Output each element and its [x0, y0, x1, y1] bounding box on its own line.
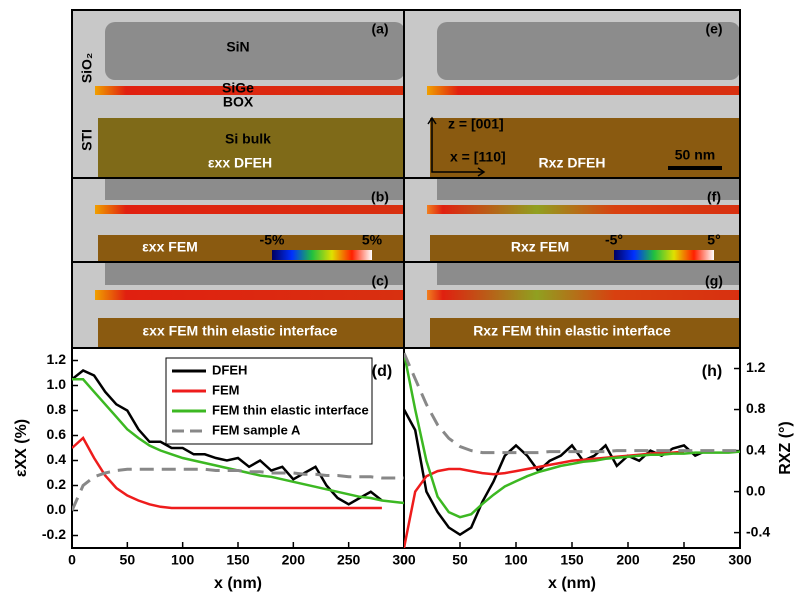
layer-label: STI [79, 129, 95, 151]
y-tick-label: 0.6 [47, 426, 67, 442]
x-tick-label: 150 [226, 552, 250, 568]
x-tick-label: 50 [452, 552, 468, 568]
x-axis-label: x (nm) [548, 575, 596, 592]
legend-label: FEM [212, 382, 239, 397]
sige-layer [95, 205, 404, 214]
panel-title: Rxz DFEH [539, 155, 606, 171]
y-tick-label: -0.4 [746, 523, 770, 539]
si-bulk [98, 118, 404, 178]
scale-label: 50 nm [675, 147, 715, 163]
colorbar [614, 250, 714, 260]
axes-arrow [431, 118, 484, 173]
colorbar-label: 5% [362, 232, 383, 248]
panel-label: (a) [371, 21, 388, 37]
direction-label: x = [110] [450, 149, 506, 165]
panel-title: εxx DFEH [208, 155, 272, 171]
panel-label: (h) [702, 363, 722, 380]
panel-label: (d) [372, 363, 392, 380]
panel-title: Rxz FEM thin elastic interface [473, 323, 671, 339]
sin-layer [437, 178, 740, 200]
series-line [404, 352, 740, 519]
series-line [72, 436, 382, 510]
sige-layer [95, 290, 404, 300]
sige-layer [427, 86, 740, 95]
legend-label: FEM thin elastic interface [212, 402, 369, 417]
y-tick-label: -0.2 [42, 526, 66, 542]
x-tick-label: 150 [560, 552, 584, 568]
series-line [72, 467, 404, 512]
panel-label: (e) [705, 21, 722, 37]
frame [71, 9, 741, 549]
legend-label: DFEH [212, 362, 247, 377]
y-tick-label: 0.0 [746, 482, 766, 498]
panel-label: (b) [371, 189, 389, 205]
arrow-head [477, 167, 486, 177]
colorbar-label: -5° [605, 232, 623, 248]
y-axis-label: εXX (%) [13, 419, 30, 477]
panel-label: (g) [705, 273, 723, 289]
series-line [404, 408, 707, 537]
sin-layer [437, 262, 740, 285]
panel-label: (c) [371, 273, 388, 289]
sige-layer [95, 86, 404, 95]
panel-title: εxx FEM thin elastic interface [143, 323, 338, 339]
y-tick-label: 0.4 [746, 441, 766, 457]
y-tick-label: 1.0 [47, 376, 67, 392]
series-line [404, 450, 685, 548]
x-tick-label: 0 [68, 552, 76, 568]
colorbar [272, 250, 372, 260]
sige-layer [427, 290, 740, 300]
x-tick-label: 200 [616, 552, 640, 568]
image-panels: (a) SiN SiO₂ SiGe BOX STI Si bulk εxx DF… [71, 9, 741, 549]
panel-title: Rxz FEM [511, 239, 569, 255]
y-tick-label: 1.2 [746, 359, 766, 375]
y-tick-label: 1.2 [47, 351, 67, 367]
x-tick-label: 200 [282, 552, 306, 568]
y-tick-label: 0.8 [746, 400, 766, 416]
layer-label: SiGe [222, 80, 254, 96]
layer-label: SiN [226, 39, 249, 55]
panel-title: εxx FEM [142, 239, 198, 255]
x-tick-label: 0 [400, 552, 408, 568]
sin-layer [437, 22, 740, 80]
x-tick-label: 300 [728, 552, 752, 568]
y-tick-label: 0.4 [47, 451, 67, 467]
direction-label: z = [001] [448, 116, 504, 132]
si-bulk [430, 318, 740, 348]
x-tick-label: 250 [337, 552, 361, 568]
y-tick-label: 0.8 [47, 401, 67, 417]
x-tick-label: 100 [504, 552, 528, 568]
y-tick-label: 0.0 [47, 501, 67, 517]
si-bulk [98, 318, 404, 348]
layer-label: SiO₂ [79, 53, 95, 83]
y-axis-label: RXZ (°) [777, 421, 794, 475]
x-tick-label: 50 [120, 552, 136, 568]
series-line [404, 352, 740, 455]
panel-label: (f) [707, 189, 721, 205]
layer-label: BOX [223, 94, 254, 110]
sin-layer [105, 178, 405, 200]
x-tick-label: 100 [171, 552, 195, 568]
y-tick-label: 0.2 [47, 476, 67, 492]
x-axis-label: x (nm) [214, 575, 262, 592]
x-tick-label: 250 [672, 552, 696, 568]
layer-label: Si bulk [225, 131, 271, 147]
colorbar-label: -5% [260, 232, 285, 248]
sin-layer [105, 22, 405, 80]
colorbar-label: 5° [707, 232, 720, 248]
legend-label: FEM sample A [212, 422, 301, 437]
x-tick-label: 300 [392, 552, 416, 568]
sin-layer [105, 262, 405, 285]
arrow-head [427, 116, 437, 125]
sige-layer [427, 205, 740, 214]
